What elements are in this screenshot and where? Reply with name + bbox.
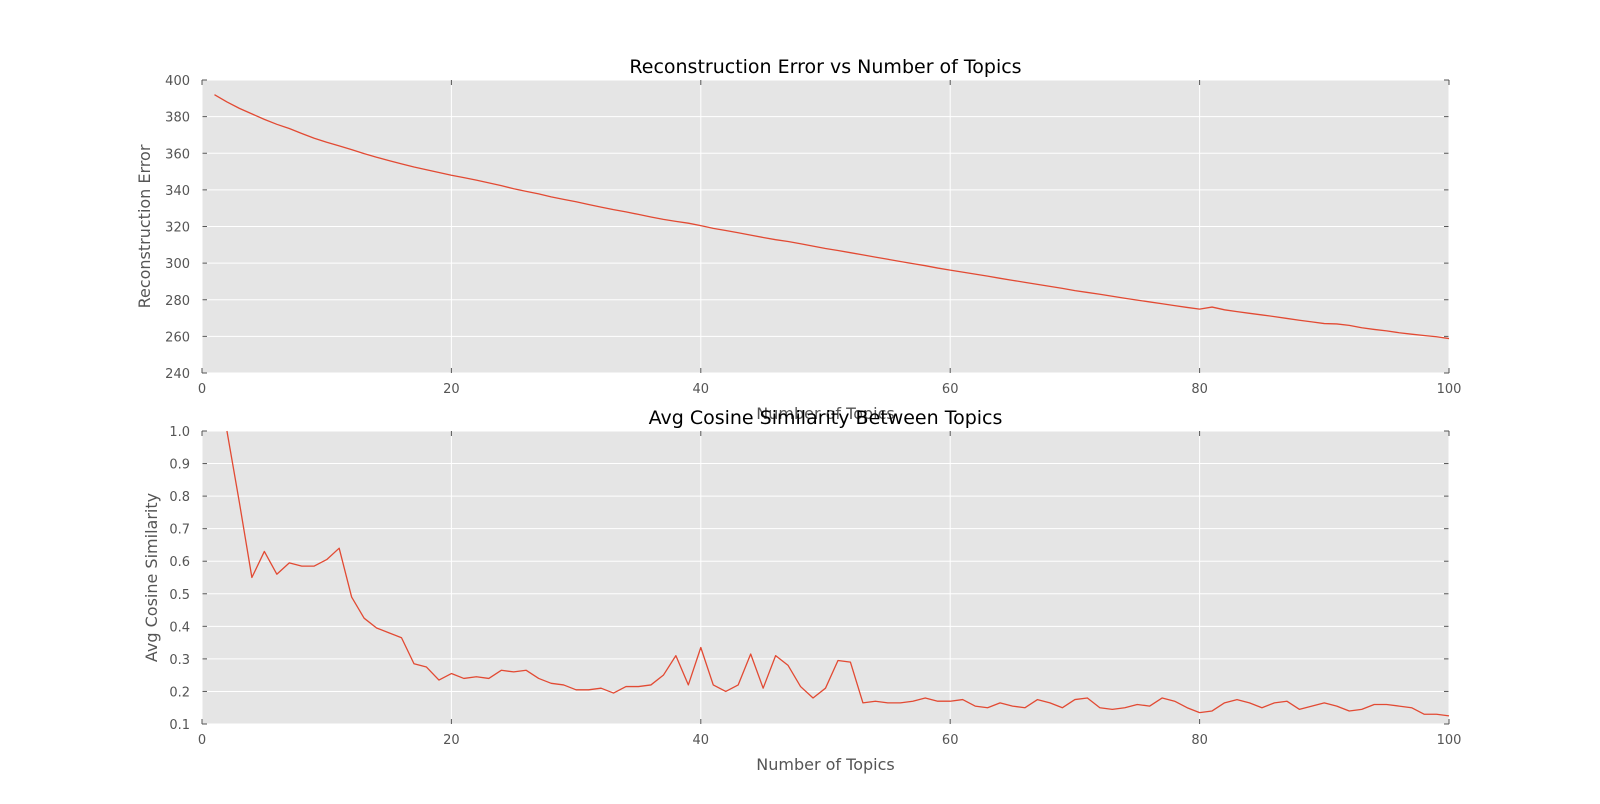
x-axis-title: Number of Topics xyxy=(756,755,894,774)
y-tick-label: 340 xyxy=(165,184,190,199)
y-tick-label: 280 xyxy=(165,294,190,309)
x-tick-label: 20 xyxy=(443,382,460,397)
y-tick-label: 0.4 xyxy=(169,620,190,635)
x-tick-label: 40 xyxy=(693,733,710,748)
x-tick-label: 80 xyxy=(1191,733,1208,748)
series-line xyxy=(214,94,1450,340)
x-tick-label: 60 xyxy=(942,733,959,748)
y-tick-label: 0.6 xyxy=(169,555,190,570)
y-tick-label: 320 xyxy=(165,221,190,236)
y-tick-label: 300 xyxy=(165,257,190,272)
plot-background xyxy=(202,431,1449,724)
y-tick-label: 0.8 xyxy=(169,490,190,505)
chart-panel-2: 0.1 0.2 0.3 0.4 0.5 0.6 0.7 0.8 0.9 1.0 0 20 40 60 80 1… xyxy=(142,407,1461,774)
y-axis-title: Avg Cosine Similarity xyxy=(142,493,161,662)
x-tick-label: 0 xyxy=(198,382,206,397)
x-axis-title: Number of Topics xyxy=(756,404,894,423)
y-tick-label: 260 xyxy=(165,330,190,345)
y-tick-label: 0.5 xyxy=(169,588,190,603)
y-axis-title: Reconstruction Error xyxy=(135,144,154,308)
x-tick-label: 80 xyxy=(1191,382,1208,397)
y-tick-label: 0.3 xyxy=(169,653,190,668)
x-tick-label: 100 xyxy=(1437,382,1462,397)
y-tick-label: 0.9 xyxy=(169,458,190,473)
y-tick-label: 380 xyxy=(165,111,190,126)
x-tick-label: 60 xyxy=(942,382,959,397)
series-line xyxy=(226,430,1450,717)
y-tick-label: 0.7 xyxy=(169,523,190,538)
x-tick-label: 100 xyxy=(1437,733,1462,748)
chart-panel-1: 240 260 280 300 320 340 360 380 400 0 20 40 60 80 100 N… xyxy=(135,56,1461,423)
y-tick-label: 1.0 xyxy=(169,425,190,440)
x-tick-label: 0 xyxy=(198,733,206,748)
y-tick-label: 360 xyxy=(165,147,190,162)
chart-title: Avg Cosine Similarity Between Topics xyxy=(649,407,1003,429)
y-tick-label: 0.2 xyxy=(169,685,190,700)
y-tick-label: 0.1 xyxy=(169,718,190,733)
y-tick-label: 240 xyxy=(165,367,190,382)
x-tick-label: 40 xyxy=(693,382,710,397)
y-tick-label: 400 xyxy=(165,74,190,89)
chart-title: Reconstruction Error vs Number of Topics xyxy=(629,56,1021,78)
x-tick-label: 20 xyxy=(443,733,460,748)
